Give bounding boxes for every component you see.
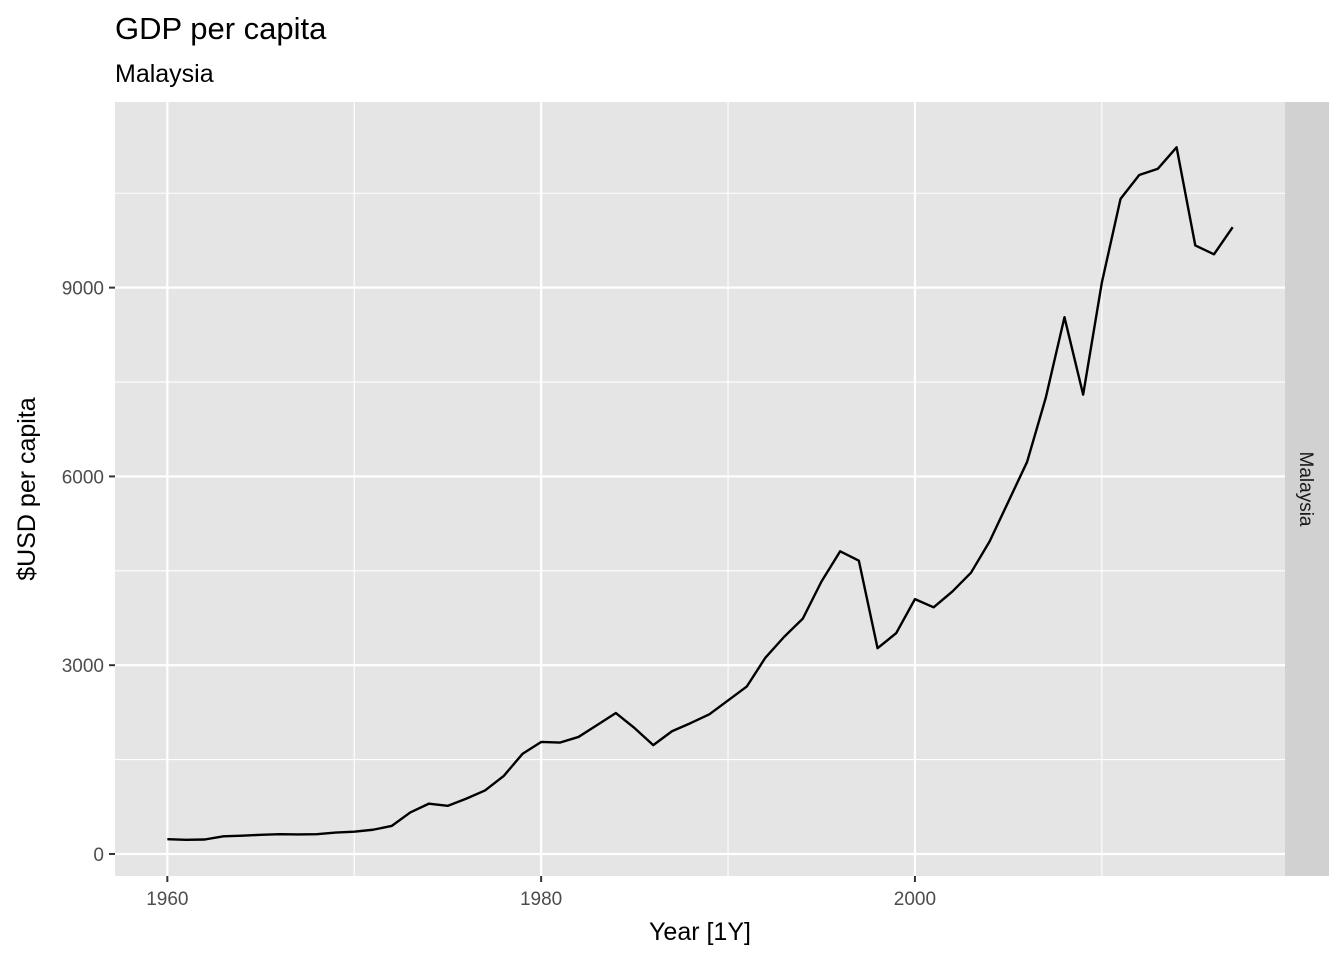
chart-title: GDP per capita <box>115 11 327 46</box>
major-gridlines <box>115 102 1285 876</box>
y-tick-label: 9000 <box>62 279 104 300</box>
facet-strip <box>1285 102 1329 876</box>
series-line <box>167 146 1234 842</box>
x-axis-title: Year [1Y] <box>649 918 751 946</box>
x-tick-label: 1960 <box>146 889 188 910</box>
y-axis-title: $USD per capita <box>13 397 41 581</box>
y-tick-label: 6000 <box>62 467 104 488</box>
facet-strip-label: Malaysia <box>1295 452 1316 527</box>
x-tick-label: 1980 <box>520 889 562 910</box>
series-layer <box>167 146 1234 842</box>
y-axis: 0 3000 6000 9000 <box>62 279 115 866</box>
plot-panel <box>115 102 1285 876</box>
chart-subtitle: Malaysia <box>115 60 214 88</box>
x-axis: 1960 1980 2000 <box>146 876 936 910</box>
y-tick-label: 0 <box>93 845 104 866</box>
x-tick-label: 2000 <box>894 889 936 910</box>
y-tick-label: 3000 <box>62 656 104 677</box>
minor-gridlines <box>115 102 1285 876</box>
